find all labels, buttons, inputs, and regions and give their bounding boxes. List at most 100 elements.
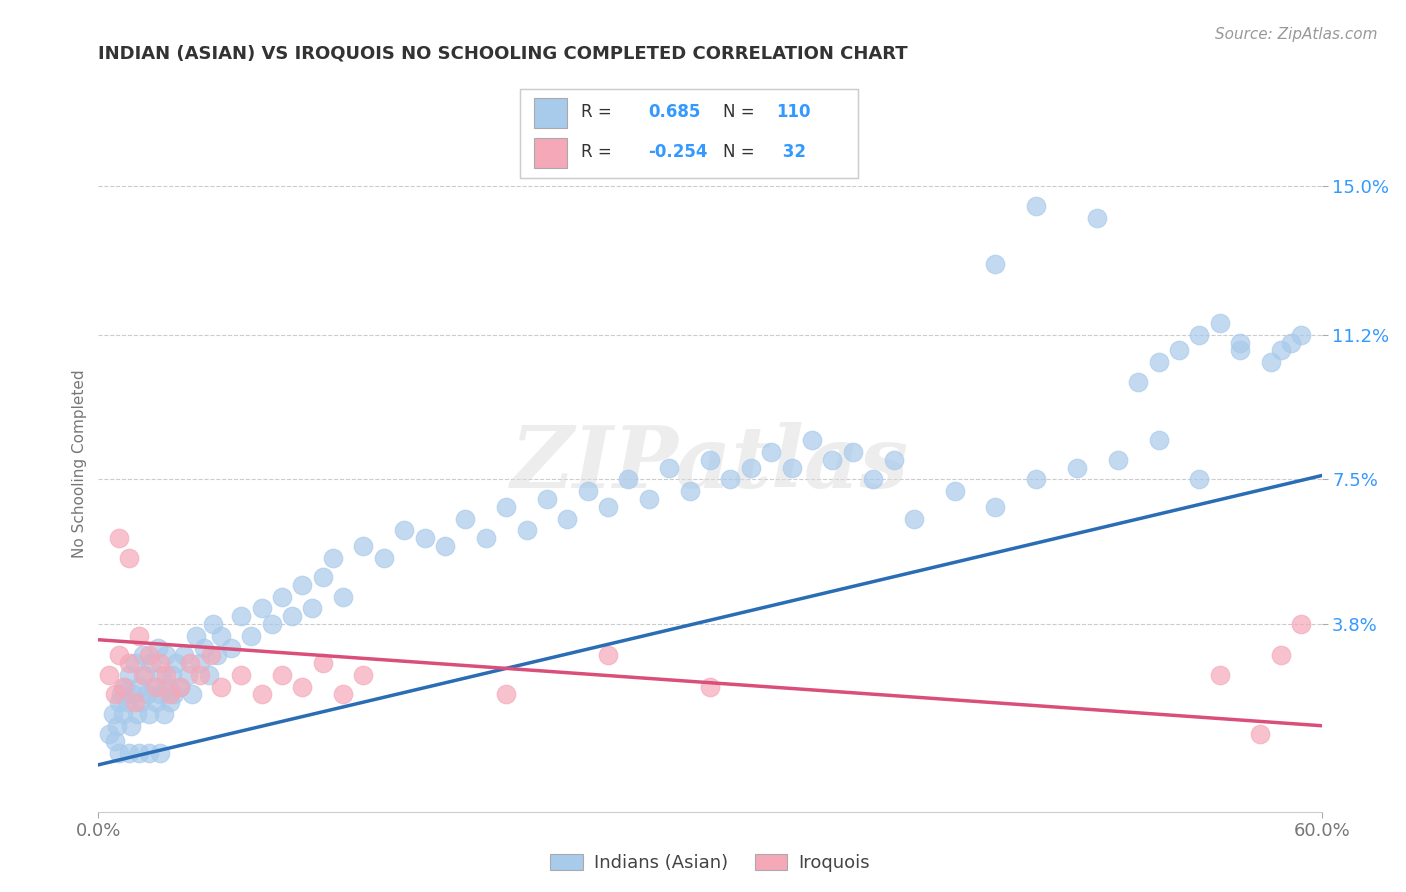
Point [108, 531, 131, 545]
Point [1209, 316, 1232, 330]
Point [1209, 668, 1232, 682]
Text: R =: R = [581, 103, 612, 121]
Point [322, 550, 344, 565]
Point [1167, 343, 1189, 358]
Point [598, 648, 620, 663]
FancyBboxPatch shape [534, 98, 568, 128]
Point [250, 688, 273, 702]
Point [1270, 648, 1292, 663]
Point [163, 688, 186, 702]
Point [883, 453, 905, 467]
Point [281, 609, 304, 624]
Y-axis label: No Schooling Completed: No Schooling Completed [72, 369, 87, 558]
Point [160, 668, 183, 682]
Point [598, 500, 620, 514]
Legend: Indians (Asian), Iroquois: Indians (Asian), Iroquois [543, 847, 877, 880]
Point [536, 491, 558, 506]
Point [1188, 473, 1211, 487]
Point [118, 668, 141, 682]
Point [149, 656, 172, 670]
Point [197, 668, 219, 682]
Point [173, 648, 195, 663]
Text: ZIPatlas: ZIPatlas [510, 422, 910, 506]
Point [128, 629, 150, 643]
Point [617, 473, 640, 487]
Point [108, 746, 131, 760]
Point [373, 550, 395, 565]
Point [128, 746, 150, 760]
Text: 0.685: 0.685 [648, 103, 700, 121]
Point [105, 719, 128, 733]
Text: -0.254: -0.254 [648, 143, 709, 161]
Point [1260, 355, 1282, 369]
Point [291, 680, 314, 694]
Point [434, 539, 457, 553]
Point [188, 656, 212, 670]
Point [110, 688, 132, 702]
Point [138, 746, 160, 760]
Point [821, 453, 844, 467]
Point [392, 523, 416, 537]
Point [169, 680, 191, 694]
Text: N =: N = [723, 143, 754, 161]
Point [1128, 375, 1150, 389]
Point [1270, 343, 1292, 358]
Point [124, 656, 146, 670]
Text: R =: R = [581, 143, 612, 161]
Point [145, 680, 167, 694]
Point [128, 680, 150, 694]
Point [193, 640, 215, 655]
Point [209, 680, 232, 694]
Point [1147, 355, 1170, 369]
Point [150, 668, 173, 682]
Point [1291, 617, 1313, 632]
Point [250, 601, 273, 615]
Point [177, 668, 200, 682]
Text: INDIAN (ASIAN) VS IROQUOIS NO SCHOOLING COMPLETED CORRELATION CHART: INDIAN (ASIAN) VS IROQUOIS NO SCHOOLING … [98, 45, 908, 62]
Point [1066, 460, 1088, 475]
Point [155, 648, 177, 663]
Point [984, 258, 1007, 272]
Point [138, 706, 160, 721]
Point [454, 511, 477, 525]
Point [352, 668, 374, 682]
Point [114, 680, 136, 694]
Point [270, 668, 294, 682]
Point [149, 746, 172, 760]
Point [413, 531, 436, 545]
Point [118, 746, 141, 760]
Point [188, 668, 212, 682]
Point [291, 578, 314, 592]
Point [270, 590, 294, 604]
Point [699, 680, 721, 694]
Point [301, 601, 323, 615]
Point [1025, 199, 1047, 213]
Point [219, 640, 242, 655]
Point [179, 656, 201, 670]
Point [132, 648, 155, 663]
Point [201, 617, 224, 632]
Point [156, 680, 179, 694]
Point [136, 688, 159, 702]
Point [1249, 726, 1271, 740]
Point [637, 491, 661, 506]
Point [155, 668, 177, 682]
FancyBboxPatch shape [534, 138, 568, 168]
Point [159, 695, 181, 709]
Point [132, 668, 155, 682]
Point [740, 460, 762, 475]
Point [1147, 434, 1170, 448]
Point [1107, 453, 1129, 467]
Point [332, 590, 354, 604]
Point [984, 500, 1007, 514]
Point [138, 648, 160, 663]
Point [1085, 211, 1108, 225]
Point [159, 688, 181, 702]
Point [97, 668, 120, 682]
Point [129, 695, 152, 709]
Point [841, 445, 863, 459]
Point [576, 484, 599, 499]
Point [118, 550, 141, 565]
Point [903, 511, 925, 525]
Point [862, 473, 884, 487]
